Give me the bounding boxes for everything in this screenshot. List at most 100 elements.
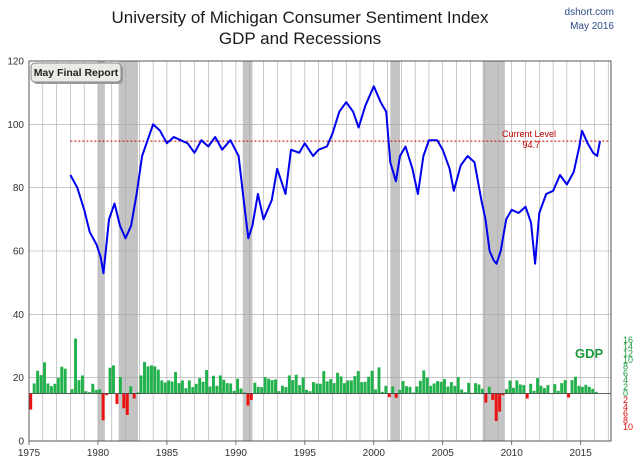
y-tick-label: 0 (18, 437, 24, 448)
gdp-bar (63, 368, 67, 394)
report-badge-label: May Final Report (34, 67, 119, 79)
gdp-bar (208, 386, 212, 394)
gdp-bar (536, 378, 540, 394)
gdp-bar (408, 386, 412, 394)
gdp-bar (94, 389, 98, 394)
gdp-tick-label-positive: 2 (623, 382, 628, 392)
gdp-bar (280, 385, 284, 394)
gdp-bar (591, 388, 595, 394)
gdp-bar (253, 382, 257, 394)
gdp-bar (532, 390, 536, 394)
gdp-bar (215, 385, 219, 394)
current-level-label: Current Level (502, 129, 556, 139)
gdp-bar (301, 377, 305, 394)
x-tick-label: 2000 (363, 448, 386, 459)
gdp-bar (522, 385, 526, 394)
gdp-bar (87, 392, 91, 394)
gdp-bar (115, 393, 119, 404)
gdp-bar (494, 393, 498, 421)
gdp-bar (574, 376, 577, 394)
gdp-bar (329, 379, 333, 394)
gdp-bars (29, 338, 611, 421)
gdp-bar (501, 393, 505, 396)
y-axis-ticks: 0 20 40 60 80 100 120 (7, 57, 24, 448)
gdp-bar (146, 366, 150, 394)
date-label: May 2016 (570, 21, 614, 32)
gdp-bar (322, 371, 326, 394)
gdp-bar (198, 378, 202, 394)
gdp-bar (518, 384, 522, 394)
gdp-bar (91, 383, 95, 394)
gdp-bar (249, 393, 253, 400)
gdp-bar (580, 386, 584, 394)
gdp-tick-label-positive: 4 (623, 375, 628, 385)
gdp-bar (149, 365, 153, 394)
gdp-bar (336, 372, 340, 394)
sentiment-series-line (69, 85, 601, 275)
gdp-bar (511, 387, 515, 394)
gdp-tick-label-positive: 0 (623, 389, 628, 399)
gdp-bar (594, 391, 598, 394)
gdp-bar (118, 377, 122, 394)
gdp-bar (380, 391, 384, 394)
gdp-bar (294, 374, 298, 394)
gdp-bar (318, 383, 322, 394)
gdp-label: GDP (575, 346, 604, 361)
gdp-bar (401, 381, 405, 394)
gdp-tick-label-negative: 2 (623, 395, 628, 405)
gdp-bar (425, 377, 429, 394)
gdp-bar (584, 384, 588, 394)
x-tick-label: 1980 (87, 448, 110, 459)
gdp-bar (405, 386, 409, 394)
gdp-bar (356, 371, 360, 394)
gdp-bar (287, 375, 291, 394)
gdp-bar (184, 388, 188, 394)
y-tick-label: 100 (7, 120, 24, 131)
gdp-tick-label-positive: 14 (623, 342, 633, 352)
gdp-bar (291, 380, 295, 394)
gdp-bar (560, 383, 564, 394)
gdp-bar (194, 383, 198, 394)
gdp-bar (229, 383, 233, 394)
gdp-bar (343, 383, 346, 394)
source-label: dshort.com (565, 7, 614, 18)
y-tick-label: 20 (13, 373, 25, 384)
gdp-bar (487, 386, 491, 394)
gdp-bar (422, 370, 426, 394)
gdp-bar (222, 379, 226, 394)
gdp-bar (387, 393, 391, 398)
gdp-tick-label-negative: 6 (623, 409, 628, 419)
gdp-bar (377, 367, 381, 394)
gdp-bar (315, 383, 319, 394)
gdp-bar (556, 390, 560, 394)
gdp-bar (177, 383, 181, 394)
gdp-bar (439, 381, 443, 394)
gdp-bar (449, 382, 453, 394)
gdp-bar (498, 393, 502, 412)
gdp-bar (160, 380, 164, 394)
gdp-bar (384, 385, 388, 394)
gdp-bar (505, 389, 508, 394)
gdp-tick-label-negative: 8 (623, 415, 628, 425)
y-tick-label: 120 (7, 57, 24, 68)
x-tick-label: 1985 (156, 448, 179, 459)
gdp-bar (411, 392, 415, 394)
gdp-bar (267, 378, 271, 394)
gdp-bar (167, 380, 171, 394)
y-tick-label: 80 (13, 183, 25, 194)
gdp-bar (246, 393, 250, 406)
gdp-bar (77, 380, 81, 394)
gdp-bar (305, 389, 309, 394)
gdp-bar (325, 381, 329, 394)
gdp-bar (29, 393, 33, 410)
gdp-bar (163, 382, 167, 394)
gdp-bar (260, 387, 264, 394)
gdp-bar (132, 393, 136, 399)
gdp-bar (156, 369, 160, 394)
gdp-bar (101, 393, 105, 421)
gdp-bar (339, 376, 343, 394)
x-tick-label: 1990 (225, 448, 248, 459)
gdp-tick-label-positive: 12 (623, 348, 633, 358)
gdp-bar (515, 380, 519, 394)
gdp-tick-label-positive: 6 (623, 368, 628, 378)
